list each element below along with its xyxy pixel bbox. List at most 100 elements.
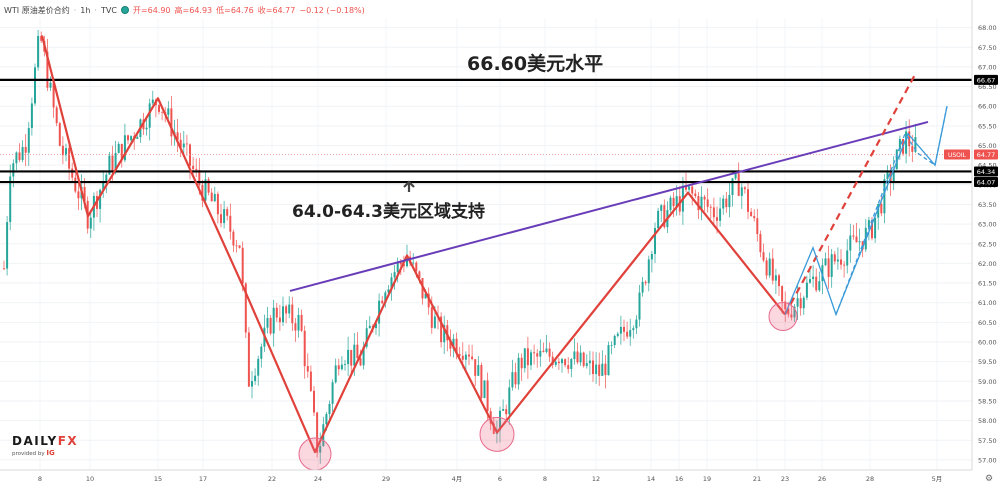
price-tick-label: 63.00: [978, 221, 997, 229]
candle: [638, 284, 641, 327]
candle-body: [365, 328, 368, 347]
candle-body: [430, 307, 433, 328]
candle: [567, 357, 570, 374]
candle-body: [108, 155, 111, 175]
candle-body: [694, 193, 697, 197]
candle: [576, 342, 579, 365]
candle: [334, 358, 337, 384]
candle: [272, 299, 275, 347]
candle: [241, 241, 244, 292]
candle-body: [743, 187, 746, 190]
candle: [765, 257, 768, 280]
candle: [6, 215, 9, 276]
candle: [505, 404, 508, 422]
candle-body: [278, 317, 281, 323]
trendline: [289, 120, 929, 292]
price-tick-label: 61.00: [978, 299, 997, 307]
price-tick-label: 67.00: [978, 63, 997, 71]
candle-body: [27, 128, 30, 153]
candle-body: [433, 316, 436, 328]
candle-body: [195, 169, 198, 171]
candle: [561, 357, 563, 373]
time-tick-label: 6: [498, 475, 502, 483]
candle-body: [502, 409, 505, 411]
candle: [747, 180, 749, 220]
settings-gear-icon[interactable]: ⚙: [985, 474, 993, 484]
candle: [756, 208, 759, 242]
candle-body: [536, 353, 539, 357]
price-tick-label: 60.50: [978, 319, 997, 327]
candle: [824, 252, 827, 267]
candle-body: [18, 152, 21, 160]
candle: [542, 342, 545, 353]
candle: [523, 348, 526, 373]
price-tick-label: 68.00: [978, 24, 997, 32]
candle: [536, 349, 539, 368]
candle-body: [449, 340, 452, 349]
candle-body: [663, 205, 666, 228]
candle-body: [461, 355, 464, 360]
candle-body: [285, 306, 288, 314]
candle: [170, 96, 173, 146]
candle: [914, 123, 917, 154]
candle: [815, 268, 818, 293]
highlight-low-circle: [479, 416, 515, 452]
time-tick-label: 17: [199, 475, 207, 483]
price-tick-label: 61.50: [978, 280, 997, 288]
candle-body: [846, 250, 849, 266]
price-tick-label: 67.50: [978, 44, 997, 52]
logo-brand: DAILYFX: [12, 434, 78, 448]
candle: [161, 111, 164, 121]
candle-body: [840, 259, 842, 265]
symbol-name[interactable]: WTI 原油差价合约: [4, 5, 70, 15]
candle-body: [362, 346, 365, 366]
candle: [347, 336, 350, 377]
candle: [151, 90, 154, 108]
symbol-header: WTI 原油差价合约 · 1h · TVC 开=64.90 高=64.93 低=…: [4, 3, 365, 17]
pattern-overlay: [40, 35, 948, 471]
candle-body: [148, 103, 151, 128]
interval-label[interactable]: 1h: [80, 5, 91, 15]
candle: [874, 217, 877, 243]
candle-body: [486, 380, 489, 412]
candle: [641, 276, 644, 297]
candle-body: [179, 139, 182, 148]
candle: [762, 243, 765, 263]
candle-body: [796, 298, 799, 307]
candle-body: [790, 314, 793, 318]
candle: [843, 261, 846, 278]
price-badge-value: 64.07: [977, 179, 996, 187]
candle: [601, 350, 604, 376]
candle-body: [297, 314, 300, 331]
candle-body: [564, 359, 567, 366]
candle: [849, 223, 852, 263]
candle-body: [37, 36, 40, 68]
candle: [266, 306, 269, 334]
candle-body: [542, 350, 545, 352]
candle-body: [68, 148, 71, 169]
candle-body: [669, 197, 672, 211]
candle-body: [750, 211, 753, 217]
price-tick-label: 66.50: [978, 83, 997, 91]
candle-body: [557, 361, 560, 364]
candle: [852, 224, 855, 240]
price-tick-label: 59.00: [978, 378, 997, 386]
candle-body: [874, 217, 877, 239]
candle: [387, 284, 390, 294]
candle-body: [328, 403, 331, 415]
candle-body: [641, 281, 644, 293]
candle-body: [728, 195, 731, 208]
candle: [18, 143, 21, 163]
candle-body: [210, 192, 213, 202]
price-tick-label: 65.00: [978, 142, 997, 150]
candle-body: [824, 258, 827, 266]
candle: [195, 158, 198, 177]
candle-body: [737, 173, 740, 196]
time-axis[interactable]: 8 10 15 17 22 24 29 4月 6 8 12 14 16 19 21 23 26 28 5月 ⚙: [0, 469, 993, 484]
candle: [167, 101, 170, 121]
candle-body: [158, 105, 160, 112]
time-tick-label: 4月: [452, 475, 463, 483]
candle-body: [176, 132, 179, 140]
candle-body: [396, 262, 399, 273]
